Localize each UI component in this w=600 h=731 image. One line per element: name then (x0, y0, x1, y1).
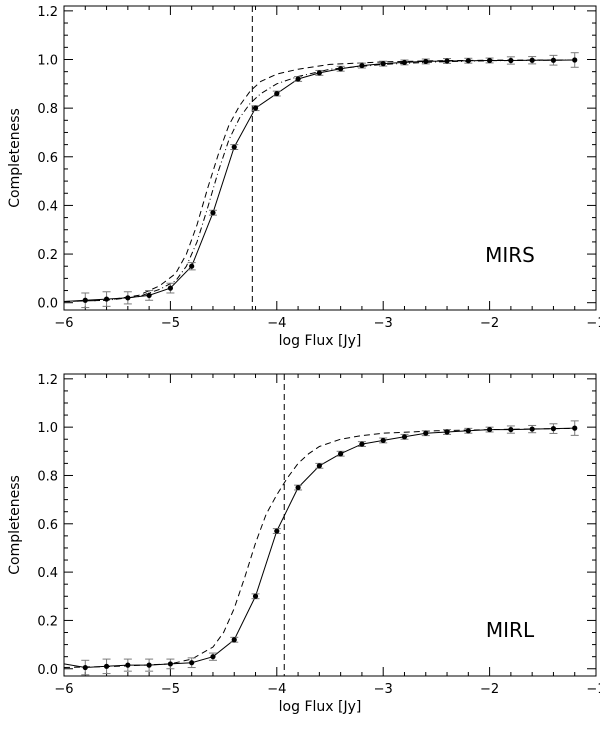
data-point (465, 58, 471, 64)
data-point (231, 637, 237, 643)
data-point (103, 296, 110, 302)
data-point (210, 654, 216, 660)
y-tick-label: 0.6 (37, 518, 58, 533)
data-point (423, 58, 429, 65)
x-tick-label: −5 (161, 682, 180, 697)
x-tick-label: −6 (54, 682, 73, 697)
data-point (146, 662, 152, 668)
data-point (508, 426, 514, 433)
data-point (380, 61, 386, 67)
y-tick-label: 1.0 (37, 54, 58, 69)
y-tick-label: 0.8 (37, 102, 58, 117)
data-point (274, 528, 280, 534)
data-point (423, 430, 429, 436)
y-tick-label: 0.4 (37, 566, 58, 581)
data-point (231, 144, 237, 150)
y-axis-label: Completeness (7, 108, 23, 208)
x-axis-label: log Flux [Jy] (279, 333, 362, 349)
data-point (338, 66, 344, 72)
x-tick-label: −1 (586, 316, 600, 331)
data-point (401, 434, 408, 440)
data-point (167, 285, 173, 291)
data-point (550, 426, 557, 432)
data-point (338, 451, 344, 457)
model-dashed-line (64, 59, 575, 302)
mirs-panel: −6 −5 −4 −3 −2 −1 0.0 0.2 0.4 0.6 0.8 1.0 1.2 log Flu… (7, 5, 600, 349)
x-tick-label: −2 (480, 682, 499, 697)
data-point (316, 463, 322, 469)
data-point (167, 661, 173, 667)
y-tick-label: 1.2 (37, 373, 58, 388)
data-point (125, 295, 131, 301)
data-point (359, 441, 365, 447)
data-point (444, 429, 450, 435)
y-tick-label: 1.0 (37, 421, 58, 436)
y-tick-label: 0.2 (37, 248, 58, 263)
data-point (103, 663, 110, 669)
data-point (252, 105, 259, 111)
data-point (82, 664, 88, 671)
y-axis-label: Completeness (7, 475, 23, 575)
data-point (82, 297, 88, 303)
data-point (401, 59, 408, 66)
data-point (274, 90, 280, 97)
y-tick-label: 0.8 (37, 469, 58, 484)
x-axis-label: log Flux [Jy] (279, 699, 362, 715)
plot-frame (63, 5, 597, 311)
data-point (252, 593, 259, 599)
x-tick-label: −5 (161, 316, 180, 331)
data-point (316, 70, 322, 76)
data-point (572, 57, 578, 63)
y-tick-label: 0.4 (37, 199, 58, 214)
data-point (572, 425, 578, 431)
panel-label: MIRL (486, 618, 535, 642)
model-dashed-line (64, 427, 575, 668)
data-point (444, 58, 450, 64)
mirl-panel: −6 −5 −4 −3 −2 −1 0.0 0.2 0.4 0.6 0.8 1.0 1.2 log Flu… (7, 373, 600, 715)
data-point (550, 57, 557, 63)
data-point (487, 57, 493, 64)
y-tick-label: 0.6 (37, 151, 58, 166)
data-point (380, 437, 386, 444)
x-tick-label: −3 (374, 682, 393, 697)
data-point (189, 263, 195, 269)
data-point (529, 57, 535, 63)
y-tick-label: 0.0 (37, 297, 58, 312)
model-dashdot-line (64, 59, 575, 302)
data-point (295, 484, 301, 491)
data-point (359, 62, 365, 69)
x-tick-label: −6 (54, 316, 73, 331)
data-point (125, 662, 131, 668)
data-point (295, 76, 301, 82)
data-point (529, 426, 535, 432)
data-point (210, 210, 216, 216)
data-point (146, 292, 152, 299)
plot-frame (63, 373, 597, 677)
y-tick-label: 0.0 (37, 663, 58, 678)
data-point (508, 57, 514, 64)
panel-label: MIRS (485, 243, 535, 267)
y-tick-label: 0.2 (37, 614, 58, 629)
x-tick-label: −3 (374, 316, 393, 331)
data-point (189, 660, 195, 666)
x-tick-label: −4 (267, 316, 286, 331)
x-tick-label: −2 (480, 316, 499, 331)
x-tick-label: −1 (586, 682, 600, 697)
data-point (465, 428, 471, 434)
y-tick-label: 1.2 (37, 5, 58, 20)
x-tick-label: −4 (267, 682, 286, 697)
data-point (487, 426, 493, 433)
